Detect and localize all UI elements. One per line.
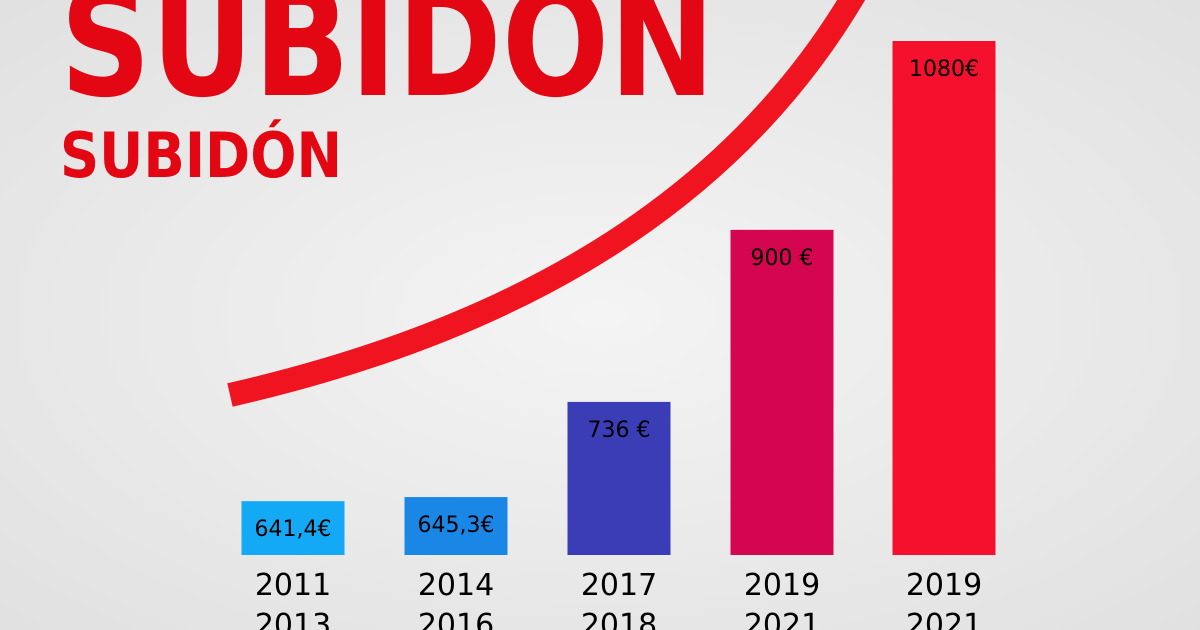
trend-curve <box>227 0 866 407</box>
value-label: 1080€ <box>909 57 979 82</box>
bar <box>892 41 996 555</box>
bar <box>567 401 671 555</box>
x-tick-label: 2013 <box>255 608 331 630</box>
bar <box>730 229 834 556</box>
chart-subtitle: SUBIDÓN <box>60 119 342 192</box>
x-tick-label: 2019 <box>744 568 820 603</box>
value-label: 641,4€ <box>255 517 332 542</box>
x-tick-label: 2014 <box>418 568 494 603</box>
value-label: 900 € <box>751 246 814 271</box>
chart-title: SUBIDÓN <box>60 0 715 131</box>
x-tick-label: 2019 <box>906 568 982 603</box>
bar <box>241 501 345 555</box>
x-tick-label: 2021 <box>906 608 982 630</box>
x-tick-label: 2011 <box>255 568 331 603</box>
value-label: 645,3€ <box>418 513 495 538</box>
x-tick-label: 2018 <box>581 608 657 630</box>
x-tick-label: 2017 <box>581 568 657 603</box>
value-label: 736 € <box>588 418 651 443</box>
bar <box>404 497 508 555</box>
x-tick-label: 2016 <box>418 608 494 630</box>
x-tick-label: 2021 <box>744 608 820 630</box>
